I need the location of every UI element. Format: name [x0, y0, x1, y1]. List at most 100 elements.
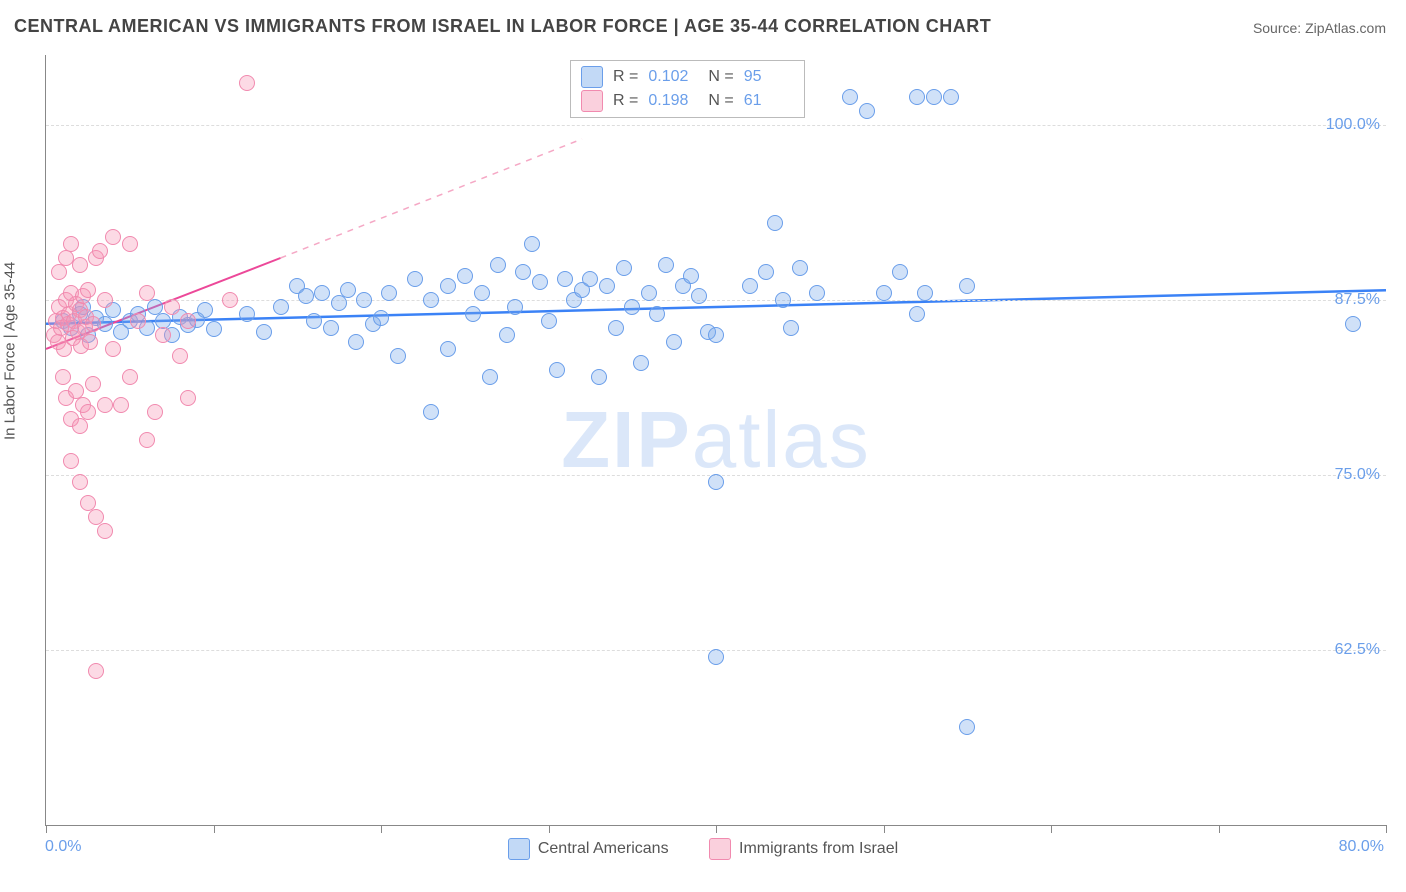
- legend-label-pink: Immigrants from Israel: [739, 840, 898, 858]
- watermark: ZIPatlas: [561, 394, 870, 486]
- data-point: [591, 369, 607, 385]
- data-point: [423, 404, 439, 420]
- data-point: [959, 719, 975, 735]
- data-point: [465, 306, 481, 322]
- n-blue: 95: [744, 68, 794, 86]
- x-tick: [214, 825, 215, 833]
- y-tick-label: 100.0%: [1326, 116, 1380, 134]
- data-point: [767, 215, 783, 231]
- data-point: [775, 292, 791, 308]
- data-point: [348, 334, 364, 350]
- data-point: [691, 288, 707, 304]
- legend-item-blue: Central Americans: [508, 838, 669, 860]
- data-point: [82, 334, 98, 350]
- data-point: [658, 257, 674, 273]
- data-point: [599, 278, 615, 294]
- data-point: [273, 299, 289, 315]
- y-axis-title: In Labor Force | Age 35-44: [2, 262, 19, 440]
- x-tick: [1219, 825, 1220, 833]
- legend-item-pink: Immigrants from Israel: [709, 838, 898, 860]
- data-point: [859, 103, 875, 119]
- data-point: [1345, 316, 1361, 332]
- legend-label-blue: Central Americans: [538, 840, 669, 858]
- data-point: [122, 236, 138, 252]
- x-tick: [884, 825, 885, 833]
- data-point: [666, 334, 682, 350]
- y-tick-label: 75.0%: [1335, 466, 1380, 484]
- data-point: [959, 278, 975, 294]
- swatch-blue-icon: [508, 838, 530, 860]
- data-point: [524, 236, 540, 252]
- y-tick-label: 62.5%: [1335, 641, 1380, 659]
- data-point: [541, 313, 557, 329]
- data-point: [633, 355, 649, 371]
- data-point: [549, 362, 565, 378]
- r-blue: 0.102: [648, 68, 698, 86]
- data-point: [314, 285, 330, 301]
- data-point: [113, 397, 129, 413]
- data-point: [373, 310, 389, 326]
- data-point: [122, 369, 138, 385]
- n-pink: 61: [744, 92, 794, 110]
- data-point: [557, 271, 573, 287]
- data-point: [72, 474, 88, 490]
- data-point: [515, 264, 531, 280]
- data-point: [164, 299, 180, 315]
- chart-container: CENTRAL AMERICAN VS IMMIGRANTS FROM ISRA…: [0, 0, 1406, 892]
- data-point: [624, 299, 640, 315]
- data-point: [909, 306, 925, 322]
- x-tick: [549, 825, 550, 833]
- data-point: [641, 285, 657, 301]
- data-point: [340, 282, 356, 298]
- x-tick: [1386, 825, 1387, 833]
- data-point: [490, 257, 506, 273]
- data-point: [683, 268, 699, 284]
- data-point: [783, 320, 799, 336]
- data-point: [507, 299, 523, 315]
- data-point: [139, 285, 155, 301]
- data-point: [239, 75, 255, 91]
- x-tick: [716, 825, 717, 833]
- data-point: [876, 285, 892, 301]
- data-point: [582, 271, 598, 287]
- data-point: [92, 243, 108, 259]
- x-tick: [1051, 825, 1052, 833]
- data-point: [423, 292, 439, 308]
- x-tick: [381, 825, 382, 833]
- trend-lines: [46, 55, 1386, 825]
- data-point: [239, 306, 255, 322]
- data-point: [172, 348, 188, 364]
- data-point: [457, 268, 473, 284]
- data-point: [649, 306, 665, 322]
- data-point: [708, 474, 724, 490]
- data-point: [390, 348, 406, 364]
- data-point: [105, 229, 121, 245]
- data-point: [892, 264, 908, 280]
- data-point: [909, 89, 925, 105]
- data-point: [85, 316, 101, 332]
- data-point: [532, 274, 548, 290]
- data-point: [256, 324, 272, 340]
- data-point: [926, 89, 942, 105]
- data-point: [147, 404, 163, 420]
- data-point: [130, 313, 146, 329]
- chart-title: CENTRAL AMERICAN VS IMMIGRANTS FROM ISRA…: [14, 16, 991, 37]
- gridline: [46, 125, 1386, 126]
- data-point: [55, 369, 71, 385]
- data-point: [708, 649, 724, 665]
- data-point: [356, 292, 372, 308]
- data-point: [407, 271, 423, 287]
- scatter-plot: ZIPatlas 62.5%75.0%87.5%100.0%: [45, 55, 1386, 826]
- data-point: [80, 282, 96, 298]
- swatch-pink-icon: [709, 838, 731, 860]
- data-point: [139, 432, 155, 448]
- source-label: Source: ZipAtlas.com: [1253, 20, 1386, 36]
- data-point: [88, 663, 104, 679]
- legend-row-blue: R = 0.102 N = 95: [581, 65, 794, 89]
- x-tick: [46, 825, 47, 833]
- swatch-pink: [581, 90, 603, 112]
- r-pink: 0.198: [648, 92, 698, 110]
- data-point: [72, 418, 88, 434]
- data-point: [440, 278, 456, 294]
- data-point: [742, 278, 758, 294]
